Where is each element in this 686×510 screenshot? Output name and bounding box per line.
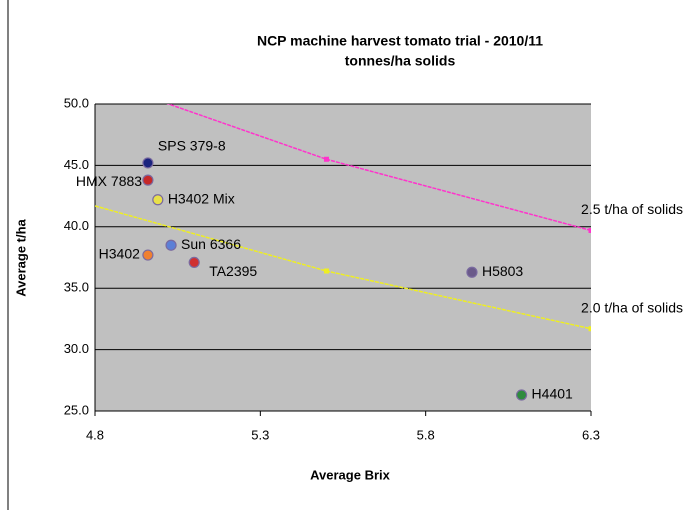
line-marker (588, 227, 591, 233)
x-axis-title: Average Brix (310, 467, 390, 482)
chart-title: NCP machine harvest tomato trial - 2010/… (257, 33, 543, 49)
line-label: 2.5 t/ha of solids (581, 201, 683, 217)
plot-area (95, 104, 591, 411)
point (188, 256, 200, 269)
point-label: H4401 (532, 386, 573, 402)
y-tick-label: 45.0 (64, 157, 89, 172)
x-tick-label: 6.3 (582, 427, 600, 442)
y-axis-title: Average t/ha (13, 218, 28, 296)
line-marker (323, 268, 329, 274)
point (142, 157, 154, 169)
point-label: H3402 (99, 246, 140, 262)
point-label: Sun 6366 (181, 236, 241, 252)
x-tick-label: 4.8 (86, 427, 104, 442)
chart-subtitle: tonnes/ha solids (345, 53, 456, 69)
x-tick-label: 5.8 (417, 427, 435, 442)
lines-layer (95, 104, 591, 332)
line-label: 2.0 t/ha of solids (581, 299, 683, 315)
y-tick-label: 25.0 (64, 402, 89, 417)
line-marker (323, 156, 329, 162)
line-marker (588, 326, 591, 332)
point-label: HMX 7883 (76, 173, 142, 189)
point-label: SPS 379-8 (158, 138, 226, 154)
y-tick-label: 30.0 (64, 341, 89, 356)
y-tick-label: 40.0 (64, 218, 89, 233)
y-tick-label: 35.0 (64, 280, 89, 295)
point (466, 266, 478, 278)
point (142, 174, 154, 186)
x-tick-label: 5.3 (251, 427, 269, 442)
point-label: H3402 Mix (168, 190, 235, 206)
point (142, 249, 154, 261)
point-label: H5803 (482, 263, 523, 279)
y-tick-label: 50.0 (64, 95, 89, 110)
point (152, 194, 164, 206)
point (515, 389, 528, 401)
point-label: TA2395 (209, 263, 257, 279)
point (165, 239, 177, 251)
